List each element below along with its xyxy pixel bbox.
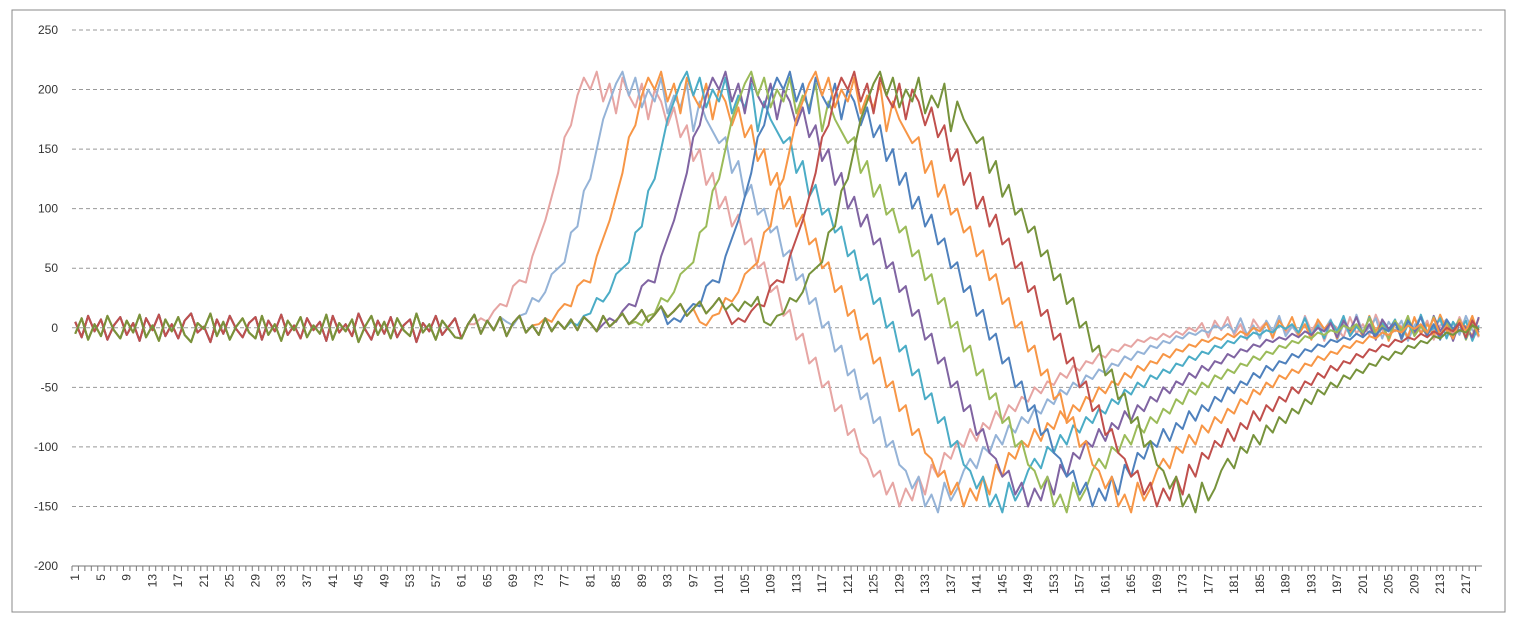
x-tick-label: 85 [609, 574, 623, 588]
x-tick-label: 121 [841, 574, 855, 594]
x-tick-label: 145 [995, 574, 1009, 594]
x-tick-label: 25 [223, 574, 237, 588]
x-tick-label: 129 [892, 574, 906, 594]
x-tick-label: 113 [789, 574, 803, 593]
x-tick-label: 101 [712, 574, 726, 594]
x-tick-label: 97 [686, 574, 700, 588]
x-tick-label: 173 [1176, 574, 1190, 594]
x-tick-label: 105 [738, 574, 752, 594]
x-tick-label: 117 [815, 574, 829, 593]
x-tick-label: 37 [300, 574, 314, 588]
x-tick-label: 45 [352, 574, 366, 588]
x-tick-label: 13 [145, 574, 159, 588]
x-tick-label: 153 [1047, 574, 1061, 594]
x-tick-label: 57 [429, 574, 443, 588]
series-line [74, 70, 1480, 508]
x-tick-label: 109 [764, 574, 778, 594]
x-tick-label: 201 [1356, 574, 1370, 594]
x-tick-label: 81 [583, 574, 597, 588]
x-tick-label: 1 [68, 574, 82, 581]
x-tick-label: 137 [944, 574, 958, 594]
x-tick-label: 5 [94, 574, 108, 581]
x-tick-label: 125 [867, 574, 881, 594]
x-tick-label: 169 [1150, 574, 1164, 594]
x-tick-label: 61 [455, 574, 469, 588]
x-tick-label: 65 [480, 574, 494, 588]
y-tick-label: 0 [51, 321, 58, 335]
x-tick-label: 29 [248, 574, 262, 588]
x-tick-label: 141 [970, 574, 984, 594]
x-tick-label: 161 [1098, 574, 1112, 594]
x-tick-label: 77 [558, 574, 572, 588]
y-tick-label: -100 [34, 440, 58, 454]
x-tick-label: 209 [1407, 574, 1421, 594]
x-tick-label: 197 [1330, 574, 1344, 594]
x-tick-label: 93 [661, 574, 675, 588]
x-tick-label: 165 [1124, 574, 1138, 594]
x-tick-label: 73 [532, 574, 546, 588]
x-tick-label: 53 [403, 574, 417, 588]
x-tick-label: 205 [1382, 574, 1396, 594]
x-tick-label: 33 [274, 574, 288, 588]
x-tick-label: 41 [326, 574, 340, 588]
x-tick-label: 213 [1433, 574, 1447, 594]
x-tick-label: 49 [377, 574, 391, 588]
x-tick-label: 193 [1304, 574, 1318, 594]
x-tick-label: 21 [197, 574, 211, 588]
y-tick-label: -50 [41, 380, 59, 394]
x-tick-label: 217 [1459, 574, 1473, 594]
x-tick-label: 189 [1279, 574, 1293, 594]
x-tick-label: 17 [171, 574, 185, 588]
y-tick-label: -150 [34, 499, 58, 513]
x-tick-label: 9 [120, 574, 134, 581]
x-tick-label: 157 [1073, 574, 1087, 594]
x-tick-label: 185 [1253, 574, 1267, 594]
chart-frame [11, 9, 1506, 613]
y-tick-label: -200 [34, 559, 58, 573]
y-tick-label: 250 [38, 23, 58, 37]
y-tick-label: 100 [38, 202, 58, 216]
x-tick-label: 89 [635, 574, 649, 588]
x-tick-label: 69 [506, 574, 520, 588]
x-tick-label: 177 [1201, 574, 1215, 594]
x-tick-label: 133 [918, 574, 932, 594]
y-tick-label: 200 [38, 83, 58, 97]
y-tick-label: 150 [38, 142, 58, 156]
x-tick-label: 149 [1021, 574, 1035, 594]
series-line [74, 70, 1480, 514]
y-tick-label: 50 [45, 261, 59, 275]
x-tick-label: 181 [1227, 574, 1241, 594]
